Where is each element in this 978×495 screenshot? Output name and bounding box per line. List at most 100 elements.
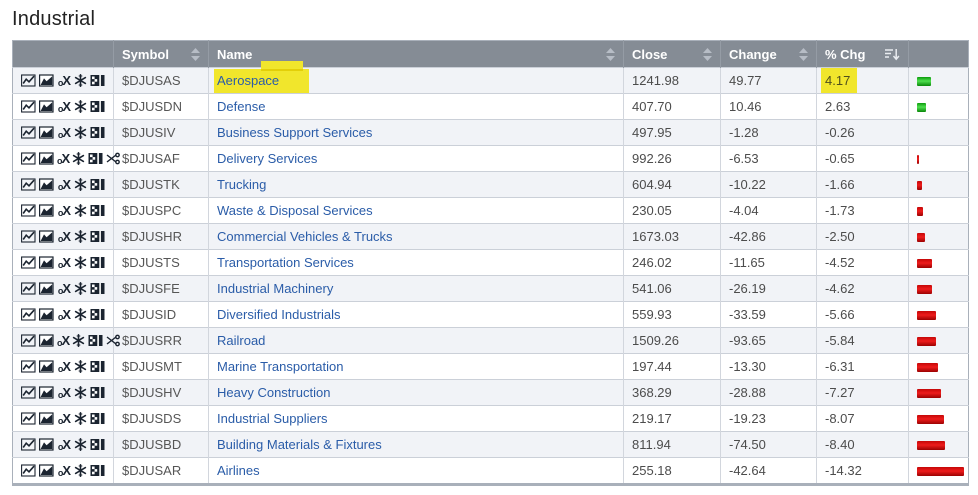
candleglance-icon[interactable] [90, 126, 105, 140]
candleglance-icon[interactable] [90, 100, 105, 114]
area-chart-icon[interactable] [39, 204, 54, 218]
name-link[interactable]: Transportation Services [217, 255, 354, 270]
asterisk-icon[interactable] [74, 178, 87, 192]
name-link[interactable]: Waste & Disposal Services [217, 203, 373, 218]
name-link[interactable]: Industrial Machinery [217, 281, 334, 296]
area-chart-icon[interactable] [39, 308, 54, 322]
area-chart-icon[interactable] [39, 230, 54, 244]
name-link[interactable]: Trucking [217, 177, 267, 192]
asterisk-icon[interactable] [74, 282, 87, 296]
area-chart-icon[interactable] [39, 360, 54, 374]
area-chart-icon[interactable] [39, 386, 54, 400]
line-chart-icon[interactable] [21, 74, 36, 88]
column-header-pct-chg[interactable]: % Chg [816, 40, 909, 68]
line-chart-icon[interactable] [21, 412, 36, 426]
area-chart-icon[interactable] [39, 126, 54, 140]
line-chart-icon[interactable] [21, 386, 36, 400]
line-chart-icon[interactable] [21, 334, 36, 348]
candleglance-icon[interactable] [90, 178, 105, 192]
area-chart-icon[interactable] [39, 412, 54, 426]
area-chart-icon[interactable] [39, 74, 54, 88]
candleglance-icon[interactable] [90, 74, 105, 88]
name-link[interactable]: Defense [217, 99, 266, 114]
sort-arrows-icon[interactable] [799, 47, 808, 61]
asterisk-icon[interactable] [74, 308, 87, 322]
name-link[interactable]: Marine Transportation [217, 359, 344, 374]
candleglance-icon[interactable] [88, 334, 103, 348]
asterisk-icon[interactable] [74, 412, 87, 426]
asterisk-icon[interactable] [74, 438, 87, 452]
line-chart-icon[interactable] [21, 464, 36, 478]
asterisk-icon[interactable] [72, 152, 85, 166]
asterisk-icon[interactable] [74, 126, 87, 140]
candleglance-icon[interactable] [90, 464, 105, 478]
asterisk-icon[interactable] [74, 360, 87, 374]
column-header-change[interactable]: Change [720, 40, 817, 68]
line-chart-icon[interactable] [21, 126, 36, 140]
name-link[interactable]: Industrial Suppliers [217, 411, 328, 426]
area-chart-icon[interactable] [39, 100, 54, 114]
line-chart-icon[interactable] [21, 100, 36, 114]
name-link[interactable]: Airlines [217, 463, 260, 478]
candleglance-icon[interactable] [90, 204, 105, 218]
sort-arrows-icon[interactable] [703, 47, 712, 61]
scissors-icon[interactable] [106, 334, 121, 348]
asterisk-icon[interactable] [74, 386, 87, 400]
line-chart-icon[interactable] [21, 152, 36, 166]
scissors-icon[interactable] [106, 152, 121, 166]
name-link[interactable]: Delivery Services [217, 151, 318, 166]
name-link[interactable]: Building Materials & Fixtures [217, 437, 382, 452]
name-link[interactable]: Diversified Industrials [217, 307, 341, 322]
asterisk-icon[interactable] [74, 464, 87, 478]
column-header-close[interactable]: Close [623, 40, 721, 68]
candleglance-icon[interactable] [90, 412, 105, 426]
area-chart-icon[interactable] [39, 178, 54, 192]
line-chart-icon[interactable] [21, 204, 36, 218]
asterisk-icon[interactable] [74, 204, 87, 218]
area-chart-icon[interactable] [39, 282, 54, 296]
candleglance-icon[interactable] [90, 230, 105, 244]
sort-arrows-icon[interactable] [191, 47, 200, 61]
asterisk-icon[interactable] [74, 100, 87, 114]
area-chart-icon[interactable] [39, 152, 54, 166]
sort-arrows-icon[interactable] [606, 47, 615, 61]
line-chart-icon[interactable] [21, 360, 36, 374]
asterisk-icon[interactable] [74, 230, 87, 244]
column-header-symbol[interactable]: Symbol [113, 40, 209, 68]
candleglance-icon[interactable] [88, 152, 103, 166]
name-link[interactable]: Commercial Vehicles & Trucks [217, 229, 393, 244]
name-link[interactable]: Heavy Construction [217, 385, 331, 400]
candleglance-icon[interactable] [90, 308, 105, 322]
line-chart-icon[interactable] [21, 230, 36, 244]
candleglance-icon[interactable] [90, 438, 105, 452]
line-chart-icon[interactable] [21, 256, 36, 270]
asterisk-icon[interactable] [74, 256, 87, 270]
candleglance-icon[interactable] [90, 282, 105, 296]
sort-descending-icon[interactable] [884, 48, 900, 61]
candleglance-icon[interactable] [90, 256, 105, 270]
area-chart-icon[interactable] [39, 464, 54, 478]
line-chart-icon[interactable] [21, 308, 36, 322]
candleglance-icon[interactable] [90, 386, 105, 400]
area-chart-icon[interactable] [39, 334, 54, 348]
line-chart-icon[interactable] [21, 282, 36, 296]
line-chart-icon[interactable] [21, 438, 36, 452]
name-link[interactable]: Railroad [217, 333, 266, 348]
line-chart-icon[interactable] [21, 178, 36, 192]
